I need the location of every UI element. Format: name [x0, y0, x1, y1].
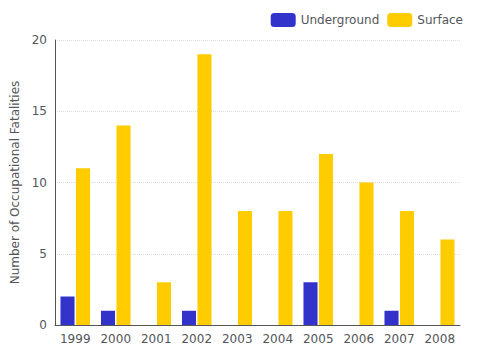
- svg-text:0: 0: [39, 318, 47, 332]
- svg-text:2003: 2003: [222, 332, 253, 346]
- svg-text:5: 5: [39, 247, 47, 261]
- svg-text:Underground: Underground: [301, 13, 380, 27]
- svg-text:2002: 2002: [181, 332, 212, 346]
- svg-text:Surface: Surface: [417, 13, 463, 27]
- svg-text:20: 20: [32, 33, 47, 47]
- svg-text:Number of Occupational Fatalit: Number of Occupational Fatalities: [8, 81, 22, 285]
- svg-text:2001: 2001: [141, 332, 172, 346]
- svg-text:2000: 2000: [100, 332, 131, 346]
- svg-text:2008: 2008: [424, 332, 455, 346]
- svg-text:2007: 2007: [384, 332, 415, 346]
- svg-text:1999: 1999: [60, 332, 91, 346]
- svg-text:15: 15: [32, 104, 47, 118]
- svg-text:2005: 2005: [303, 332, 334, 346]
- svg-text:2004: 2004: [262, 332, 293, 346]
- svg-text:2006: 2006: [343, 332, 374, 346]
- svg-text:10: 10: [32, 176, 47, 190]
